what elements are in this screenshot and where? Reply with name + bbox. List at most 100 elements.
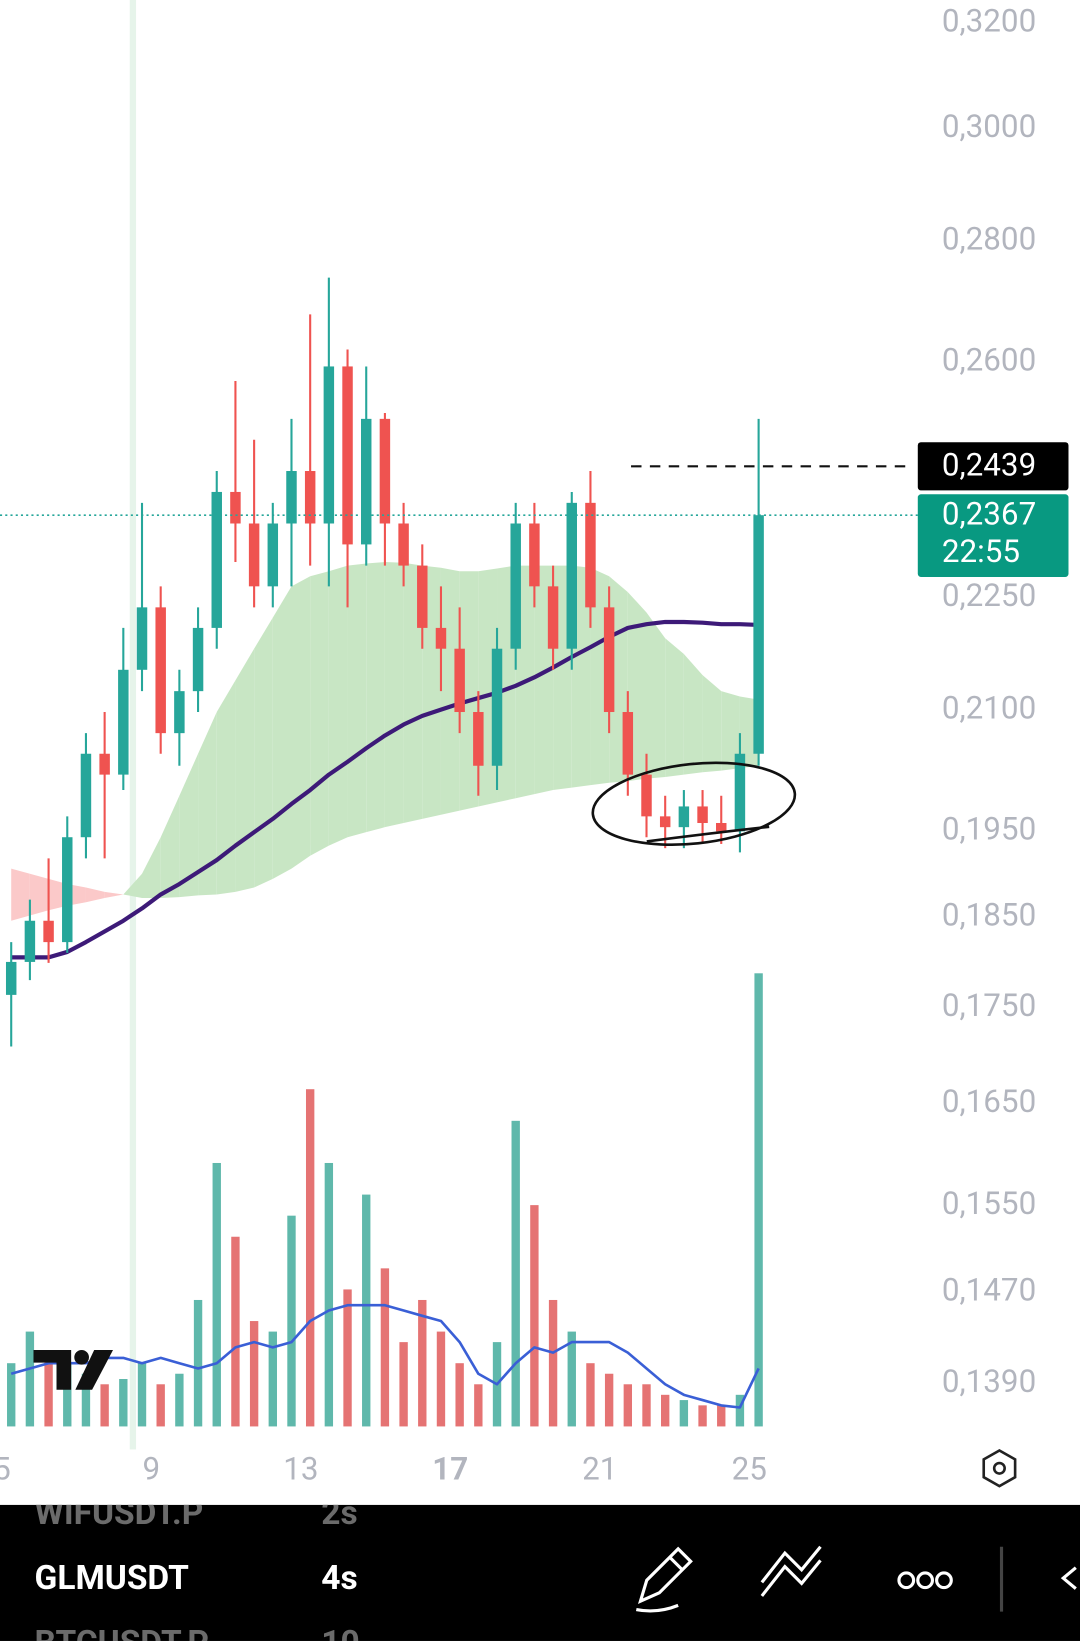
volume-bar	[268, 1331, 277, 1427]
lines-icon[interactable]	[760, 1545, 822, 1597]
candle-body	[697, 806, 708, 824]
watchlist-symbol: WIFUSDT.P	[35, 1494, 204, 1533]
y-tick-label: 0,3200	[942, 3, 1036, 40]
candle-body	[155, 607, 166, 734]
candle-body	[398, 523, 409, 566]
volume-bar	[474, 1384, 483, 1427]
candle-body	[174, 691, 185, 734]
candle-body	[435, 627, 447, 649]
candle-body	[417, 565, 428, 628]
candle-body	[267, 523, 279, 587]
drawn-ellipse	[591, 761, 797, 847]
cloud-segment	[11, 868, 30, 921]
y-tick-label: 0,2600	[942, 341, 1036, 378]
x-tick-label: 5	[0, 1451, 11, 1488]
volume-bar	[25, 1331, 35, 1427]
back-arrow[interactable]	[1060, 1566, 1077, 1590]
cloud-segment	[366, 562, 385, 833]
last-price-tag	[917, 494, 1069, 577]
volume-bar	[455, 1363, 464, 1427]
candle-body	[659, 816, 671, 828]
candle-body	[192, 627, 204, 692]
countdown-label: 22:55	[942, 533, 1020, 570]
drawn-underline	[646, 825, 770, 843]
volume-bar	[193, 1299, 203, 1427]
y-tick-label: 0,1390	[942, 1363, 1036, 1400]
x-tick-label: 17	[432, 1451, 468, 1488]
volume-bar	[100, 1384, 109, 1427]
candle-body	[136, 607, 148, 670]
volume-bar	[754, 973, 763, 1427]
cloud-segment	[235, 648, 255, 892]
watchlist: WIFUSDT.P 2s GLMUSDT 4s BTCUSDT.P 10	[35, 1494, 360, 1641]
cloud-segment	[216, 680, 236, 895]
last-price-label: 0,2367	[942, 496, 1036, 533]
candle-body	[473, 712, 484, 766]
candle-body	[529, 523, 540, 587]
pencil-icon[interactable]	[635, 1546, 693, 1613]
volume-bar	[305, 1089, 315, 1427]
more-dot[interactable]	[897, 1571, 916, 1590]
candle-body	[304, 471, 316, 524]
volume-bar	[698, 1405, 707, 1427]
y-tick-label: 0,3000	[942, 108, 1036, 145]
cloud-segment	[702, 675, 722, 773]
candle-body	[211, 491, 222, 628]
alert-price-label: 0,2439	[942, 447, 1036, 484]
candle-body	[323, 366, 335, 524]
volume-bar	[436, 1331, 446, 1427]
cloud-segment	[160, 795, 180, 898]
candle-body	[510, 523, 521, 649]
volume-ma-line	[10, 1303, 760, 1409]
y-tick-label: 0,1550	[942, 1185, 1036, 1222]
candle-body	[734, 753, 746, 832]
more-dot	[935, 1571, 953, 1590]
candle-body	[753, 515, 764, 754]
axis-layer: 0,3200 0,3000 0,2800 0,2600 0,2250 0,2100 0,19…	[0, 3, 1069, 1488]
candle-body	[678, 806, 690, 828]
volume-bar	[548, 1299, 558, 1427]
settings-icon[interactable]	[982, 1448, 1017, 1488]
candle-body	[62, 837, 73, 943]
volume-bar	[137, 1363, 147, 1427]
volume-bar	[362, 1194, 371, 1427]
y-tick-label: 0,2250	[942, 577, 1036, 614]
volume-bar	[231, 1236, 240, 1427]
watchlist-symbol: GLMUSDT	[35, 1559, 190, 1598]
candle-body	[454, 648, 465, 713]
volume-bar	[399, 1342, 408, 1427]
candle-body	[360, 418, 372, 545]
candle-body	[547, 586, 559, 649]
tradingview-logo	[33, 1350, 114, 1390]
volume-bar	[642, 1384, 651, 1427]
x-tick-label: 25	[732, 1451, 767, 1488]
volume-bar	[119, 1379, 128, 1427]
more-dot	[916, 1571, 935, 1590]
cloud-segment	[85, 887, 105, 903]
volume-bar	[324, 1162, 334, 1427]
x-tick-label: 9	[143, 1451, 161, 1488]
x-tick-label: 21	[582, 1451, 617, 1488]
cloud-segment	[721, 691, 740, 771]
cloud-segment	[254, 617, 273, 888]
candle-body	[342, 366, 353, 545]
cloud-segment	[328, 565, 348, 846]
volume-bar	[604, 1373, 614, 1427]
candle-body	[716, 823, 727, 832]
y-tick-label: 0,1650	[942, 1083, 1036, 1120]
candle-body	[603, 607, 615, 713]
alert-price-tag	[917, 442, 1069, 491]
candle-body	[641, 774, 652, 817]
watchlist-time: 2s	[321, 1494, 357, 1533]
candle-body	[230, 491, 241, 524]
cloud-segment	[142, 837, 161, 898]
volume-bar	[156, 1384, 165, 1427]
volume-bar	[380, 1268, 390, 1427]
cloud-segment	[683, 653, 703, 775]
candle-body	[5, 961, 17, 995]
candle-body	[99, 753, 110, 775]
volume-bar	[212, 1162, 221, 1427]
moving-average-line	[11, 619, 759, 960]
